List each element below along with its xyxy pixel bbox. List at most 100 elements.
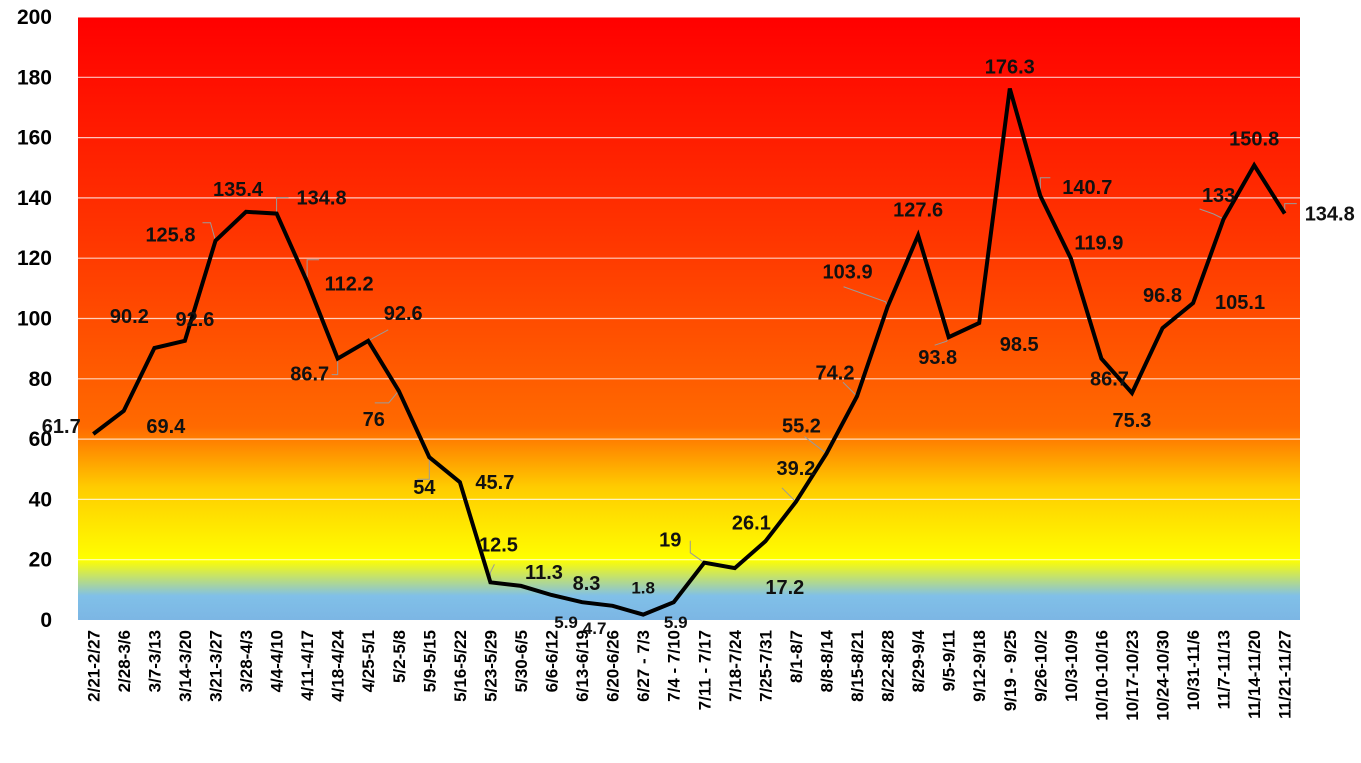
data-label: 93.8 [918, 347, 957, 369]
series-line [92, 87, 1287, 617]
leader-line [804, 436, 827, 454]
data-label: 4.7 [583, 619, 607, 638]
x-tick-label: 4/11-4/17 [298, 630, 317, 701]
data-label: 26.1 [732, 512, 771, 534]
x-tick-label: 3/7-3/13 [145, 630, 164, 692]
x-tick-label: 8/1-8/7 [787, 630, 806, 683]
x-tick-label: 10/17-10/23 [1123, 630, 1142, 721]
leader-line [306, 259, 320, 282]
data-label: 103.9 [823, 262, 873, 284]
leader-line [331, 358, 339, 376]
data-label: 176.3 [985, 56, 1035, 78]
x-tick-label: 8/15-8/21 [848, 630, 867, 702]
x-tick-label: 6/27 - 7/3 [634, 630, 653, 702]
data-label: 134.8 [1305, 204, 1355, 226]
y-tick-label: 200 [17, 6, 52, 29]
data-label: 45.7 [475, 472, 514, 494]
data-label: 92.6 [384, 303, 423, 325]
data-label: 19 [659, 530, 681, 552]
x-tick-label: 10/31-11/6 [1184, 630, 1203, 710]
x-tick-label: 8/29-9/4 [909, 629, 928, 692]
y-axis: 0 20 40 60 80 100 120 140 160 180 200 [17, 6, 52, 632]
data-label: 92.6 [175, 309, 214, 331]
x-tick-label: 8/8-8/14 [817, 629, 836, 692]
y-tick-label: 20 [29, 549, 52, 572]
x-tick-label: 10/24-10/30 [1154, 630, 1173, 721]
x-tick-label: 2/28-3/6 [115, 630, 134, 692]
x-tick-label: 7/18-7/24 [726, 629, 745, 701]
data-label: 86.7 [1090, 369, 1129, 391]
y-tick-label: 100 [17, 308, 52, 331]
x-tick-label: 7/11 - 7/17 [695, 630, 714, 710]
data-label: 119.9 [1074, 233, 1123, 255]
data-label: 127.6 [893, 199, 943, 221]
x-axis: 2/21-2/27 2/28-3/6 3/7-3/13 3/14-3/20 3/21-3… [84, 629, 1294, 720]
leader-line [417, 457, 430, 480]
x-tick-label: 10/3-10/9 [1062, 630, 1081, 702]
data-label: 1.8 [631, 579, 655, 598]
x-tick-label: 5/9-5/15 [420, 630, 439, 692]
data-label: 5.9 [554, 613, 578, 632]
x-tick-label: 4/25-5/1 [359, 630, 378, 692]
data-labels: 61.7 69.4 90.2 92.6 125.8 135.4 134.8 112.2 86.7… [42, 56, 1355, 637]
data-label: 98.5 [1000, 334, 1039, 356]
data-label: 90.2 [110, 306, 149, 328]
x-tick-label: 3/21-3/27 [206, 630, 225, 702]
x-tick-label: 3/14-3/20 [176, 630, 195, 702]
leader-line [1199, 208, 1224, 220]
x-tick-label: 6/13-6/19 [573, 630, 592, 702]
x-tick-label: 9/5-9/11 [940, 630, 959, 691]
leader-line [276, 197, 289, 214]
y-tick-label: 160 [17, 127, 52, 150]
data-label: 5.9 [664, 613, 688, 632]
data-label: 86.7 [290, 364, 329, 386]
data-label: 17.2 [765, 577, 804, 599]
x-tick-label: 10/10-10/16 [1092, 630, 1111, 721]
x-tick-label: 5/16-5/22 [451, 630, 470, 702]
data-label: 69.4 [146, 416, 186, 438]
x-tick-label: 6/20-6/26 [604, 630, 623, 702]
data-label: 105.1 [1215, 292, 1265, 314]
y-tick-label: 60 [29, 428, 52, 451]
data-label: 61.7 [42, 416, 81, 438]
x-tick-label: 5/30-6/5 [512, 630, 531, 692]
x-tick-label: 6/6-6/12 [543, 630, 562, 692]
x-tick-label: 11/14-11/20 [1245, 630, 1264, 719]
leader-line [374, 390, 400, 404]
x-tick-label: 11/7-11/13 [1215, 630, 1234, 709]
x-tick-label: 5/2-5/8 [390, 630, 409, 683]
y-tick-label: 120 [17, 247, 52, 270]
leader-line [689, 540, 705, 564]
y-tick-label: 40 [29, 488, 52, 511]
data-label: 112.2 [325, 274, 374, 296]
x-tick-label: 4/18-4/24 [329, 629, 348, 701]
data-label: 8.3 [573, 573, 601, 595]
x-tick-label: 9/26-10/2 [1031, 630, 1050, 702]
x-tick-label: 7/25-7/31 [756, 630, 775, 702]
x-tick-label: 4/4-4/10 [268, 630, 287, 692]
y-tick-label: 0 [40, 609, 52, 632]
data-label: 125.8 [145, 225, 195, 247]
x-tick-label: 7/4 - 7/10 [665, 630, 684, 702]
data-label: 11.3 [525, 562, 563, 584]
x-tick-label: 11/21-11/27 [1276, 630, 1295, 719]
x-tick-label: 3/28-4/3 [237, 630, 256, 692]
data-label: 75.3 [1113, 410, 1152, 432]
x-tick-label: 8/22-8/28 [879, 630, 898, 702]
y-tick-label: 140 [17, 187, 52, 210]
leader-line [781, 487, 797, 503]
data-label: 76 [363, 409, 385, 431]
leader-line [202, 222, 216, 241]
leader-line [842, 381, 858, 397]
data-label: 134.8 [297, 188, 347, 210]
data-label: 150.8 [1229, 128, 1279, 150]
data-label: 133 [1202, 185, 1235, 207]
data-label: 12.5 [479, 534, 518, 556]
y-tick-label: 80 [29, 368, 52, 391]
data-label: 140.7 [1062, 177, 1112, 199]
data-label: 54 [413, 477, 436, 499]
y-tick-label: 180 [17, 66, 52, 89]
data-label: 96.8 [1143, 285, 1182, 307]
x-tick-label: 2/21-2/27 [84, 630, 103, 702]
